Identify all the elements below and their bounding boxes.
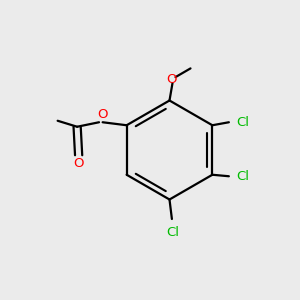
Text: O: O: [98, 108, 108, 121]
Text: O: O: [166, 73, 177, 86]
Text: Cl: Cl: [236, 170, 249, 183]
Text: Cl: Cl: [166, 226, 179, 239]
Text: O: O: [74, 157, 84, 170]
Text: Cl: Cl: [236, 116, 249, 129]
